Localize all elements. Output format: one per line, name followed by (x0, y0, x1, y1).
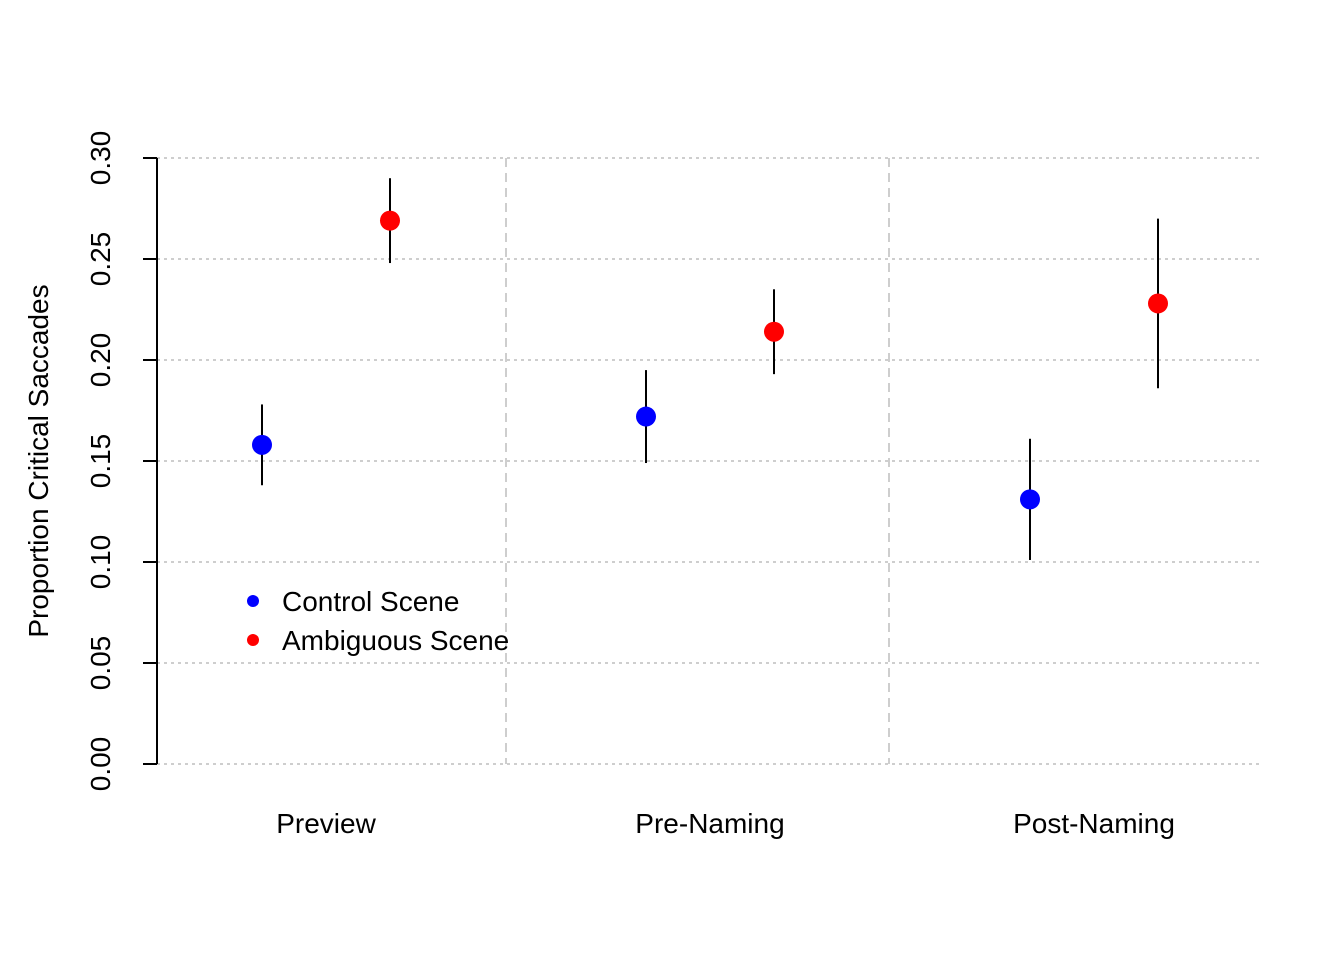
data-point-ambiguous (1148, 293, 1168, 314)
data-point-ambiguous (380, 210, 400, 231)
y-tick-label: 0.25 (85, 232, 116, 287)
data-point-ambiguous (764, 321, 784, 342)
grid-layer (157, 157, 1260, 765)
x-category-label: Preview (276, 808, 376, 839)
x-category-label: Pre-Naming (635, 808, 784, 839)
legend-marker (247, 595, 259, 607)
y-tick-label: 0.20 (85, 333, 116, 388)
y-axis: 0.00 0.05 0.10 0.15 0.20 0.25 0.30 Preview Pre-N… (85, 131, 1175, 839)
y-tick-label: 0.15 (85, 434, 116, 489)
y-tick-label: 0.10 (85, 535, 116, 590)
legend-label: Ambiguous Scene (282, 625, 509, 656)
legend-label: Control Scene (282, 586, 459, 617)
x-category-label: Post-Naming (1013, 808, 1175, 839)
legend-marker (247, 634, 259, 646)
y-tick-label: 0.05 (85, 636, 116, 691)
plot-area (252, 178, 1168, 560)
data-point-control (252, 434, 272, 455)
legend: Control Scene Ambiguous Scene (247, 586, 509, 656)
y-tick-label: 0.00 (85, 737, 116, 792)
data-point-control (1020, 489, 1040, 510)
data-point-control (636, 406, 656, 427)
y-axis-title: Proportion Critical Saccades (23, 284, 54, 637)
y-tick-label: 0.30 (85, 131, 116, 186)
